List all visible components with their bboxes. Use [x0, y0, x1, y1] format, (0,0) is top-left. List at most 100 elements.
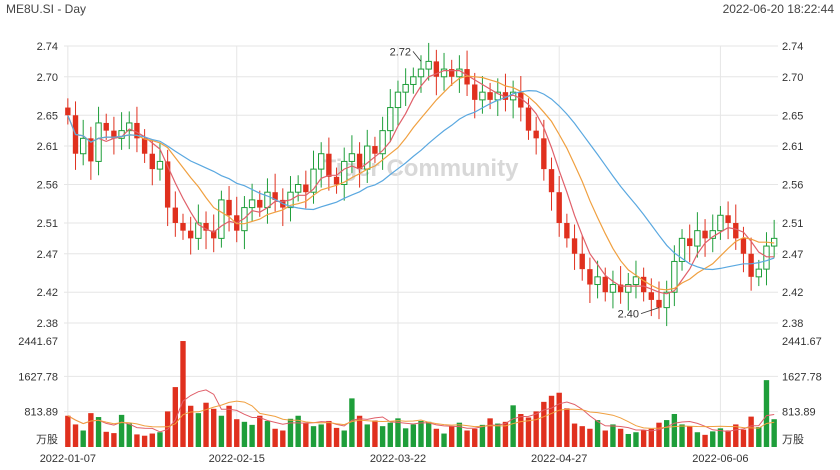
candle-body — [341, 160, 348, 186]
volume-unit-label: 万股 — [36, 433, 58, 446]
volume-bar — [556, 392, 562, 447]
candle-body — [141, 138, 148, 154]
candle-body — [187, 230, 194, 239]
candle-body — [156, 160, 164, 170]
candle-body — [472, 84, 478, 100]
price-axis-left: 2.74 2.70 2.65 2.61 2.56 2.51 2.47 2.42 2.38 — [37, 41, 58, 330]
candle-body — [195, 222, 202, 239]
candle-body — [417, 68, 425, 78]
candle-body — [149, 153, 155, 170]
candle-body — [725, 215, 731, 223]
volume-bar — [472, 428, 478, 447]
volume-bar — [187, 405, 194, 447]
volume-bar — [502, 421, 509, 447]
volume-bar — [602, 430, 608, 447]
candle-body — [587, 269, 593, 285]
candle-body — [410, 76, 417, 85]
ma20-line — [67, 89, 775, 271]
candle-body — [111, 130, 117, 139]
volume-bar — [640, 430, 647, 447]
candle-body — [211, 230, 217, 239]
volume-bar — [203, 402, 209, 447]
volume-bar — [725, 430, 731, 447]
volume-bar — [410, 424, 417, 447]
price-tick-label: 2.74 — [37, 41, 58, 53]
volume-bar — [379, 426, 386, 447]
volume-bar — [280, 430, 286, 447]
annotation-leader — [640, 307, 660, 314]
volume-average-lines — [67, 389, 775, 433]
volume-bar — [579, 426, 585, 447]
volume-bar — [241, 421, 248, 447]
candle-body — [248, 199, 256, 209]
volume-bar — [103, 431, 109, 447]
candle-body — [257, 199, 263, 208]
volume-bar — [303, 422, 309, 447]
moving-average-lines — [67, 70, 775, 295]
volume-bar — [571, 423, 578, 447]
candle-body — [733, 222, 739, 239]
volume-bar — [341, 430, 347, 447]
price-tick-label: 2.56 — [37, 180, 58, 192]
candle-body — [272, 192, 278, 200]
volume-bar — [495, 423, 501, 447]
volume-bar — [479, 424, 486, 447]
candle-body — [241, 207, 248, 232]
volume-bar — [518, 414, 524, 447]
volume-bar — [763, 380, 770, 447]
candle-body — [687, 238, 693, 247]
candle-body — [464, 69, 470, 85]
candle-body — [80, 137, 87, 155]
volume-bars — [65, 341, 777, 447]
volume-bar — [548, 395, 555, 447]
volume-bar — [656, 422, 662, 447]
volume-bar — [564, 408, 570, 447]
candle-body — [394, 91, 402, 109]
volume-bar — [740, 429, 747, 447]
date-tick-label: 2022-06-06 — [692, 453, 748, 465]
volume-bar — [617, 428, 624, 447]
date-tick-label: 2022-04-27 — [531, 453, 587, 465]
volume-bar — [134, 434, 140, 447]
volume-bar — [356, 415, 363, 447]
price-tick-label: 2.38 — [37, 318, 58, 330]
date-tick-label: 2022-03-22 — [370, 453, 426, 465]
price-axis-right: 2.74 2.70 2.65 2.61 2.56 2.51 2.47 2.42 2.38 — [782, 41, 803, 330]
volume-bar — [418, 420, 424, 447]
volume-bar — [633, 432, 639, 447]
volume-bar — [510, 405, 516, 447]
volume-bar — [95, 417, 102, 447]
price-tick-label: 2.42 — [37, 287, 58, 299]
volume-bar — [88, 413, 94, 447]
volume-axis-right: 2441.67 1627.78 813.89 万股 — [782, 336, 822, 446]
candle-body — [671, 260, 678, 293]
volume-ma10-line — [67, 400, 775, 429]
volume-bar — [372, 420, 378, 447]
volume-tick-label: 813.89 — [782, 407, 816, 419]
candle-body — [318, 153, 325, 170]
volume-bar — [594, 420, 601, 447]
candle-body — [218, 199, 225, 239]
candle-body — [609, 284, 617, 293]
candle-body — [525, 107, 532, 131]
candle-body — [694, 230, 701, 247]
volume-bar — [326, 420, 332, 447]
candle-body — [180, 222, 186, 231]
volume-bar — [610, 424, 616, 447]
volume-bar — [211, 408, 217, 447]
price-tick-label: 2.47 — [782, 249, 803, 261]
candle-body — [164, 161, 171, 208]
candle-body — [755, 268, 762, 278]
volume-tick-label: 1627.78 — [782, 371, 822, 383]
volume-bar — [126, 423, 132, 447]
candle-body — [456, 68, 463, 78]
candle-body — [717, 214, 724, 232]
volume-bar — [702, 434, 708, 447]
volume-bar — [249, 424, 255, 447]
price-tick-label: 2.65 — [782, 110, 803, 122]
candle-body — [702, 230, 708, 239]
volume-bar — [433, 428, 440, 447]
candle-body — [556, 192, 562, 223]
ma10-line — [67, 75, 775, 291]
price-tick-label: 2.61 — [37, 141, 58, 153]
